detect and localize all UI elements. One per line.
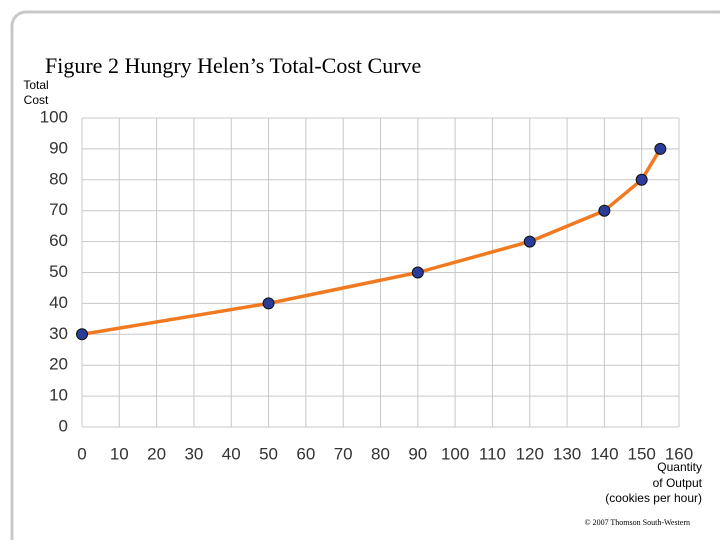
point bbox=[654, 142, 667, 155]
x-tick-label: 110 bbox=[479, 444, 506, 463]
y-tick-label: 0 bbox=[59, 416, 68, 435]
x-tick-label: 50 bbox=[259, 444, 278, 463]
x-tick-label: 60 bbox=[296, 444, 315, 463]
x-tick-label: 120 bbox=[516, 444, 544, 463]
x-tick-label: 150 bbox=[628, 444, 656, 463]
point bbox=[411, 266, 424, 279]
x-axis-label: Quantity bbox=[657, 460, 702, 474]
point bbox=[76, 328, 88, 341]
x-tick-label: 100 bbox=[441, 444, 469, 463]
x-tick-label: 80 bbox=[371, 444, 390, 463]
y-tick-label: 100 bbox=[40, 107, 68, 126]
y-tick-label: 30 bbox=[49, 324, 68, 343]
y-tick-label: 80 bbox=[49, 169, 68, 188]
point bbox=[598, 204, 611, 217]
point bbox=[635, 173, 648, 186]
x-tick-label: 0 bbox=[77, 444, 86, 463]
y-tick-label: 70 bbox=[49, 200, 68, 219]
x-tick-label: 10 bbox=[110, 444, 129, 463]
x-tick-label: 40 bbox=[222, 444, 241, 463]
x-tick-label: 90 bbox=[408, 444, 427, 463]
x-tick-label: 160 bbox=[665, 444, 693, 463]
y-tick-label: 40 bbox=[49, 293, 68, 312]
y-axis-label: Total bbox=[23, 78, 48, 92]
y-tick-label: 90 bbox=[49, 138, 68, 157]
x-axis-label: of Output bbox=[653, 476, 703, 490]
y-tick-label: 10 bbox=[49, 386, 68, 405]
y-tick-label: 60 bbox=[49, 231, 68, 250]
point bbox=[262, 297, 275, 310]
x-tick-label: 130 bbox=[553, 444, 581, 463]
x-tick-label: 140 bbox=[590, 444, 618, 463]
y-tick-label: 20 bbox=[49, 355, 68, 374]
x-axis-label: (cookies per hour) bbox=[605, 491, 702, 505]
footnote: © 2007 Thomson South-Western bbox=[584, 518, 690, 527]
x-tick-label: 30 bbox=[184, 444, 203, 463]
x-tick-label: 70 bbox=[334, 444, 353, 463]
chart-title: Figure 2 Hungry Helen’s Total-Cost Curve bbox=[45, 53, 421, 78]
plot-panel bbox=[33, 90, 697, 483]
point bbox=[523, 235, 536, 248]
x-tick-label: 20 bbox=[147, 444, 166, 463]
y-axis-label: Cost bbox=[24, 93, 49, 107]
y-tick-label: 50 bbox=[49, 262, 68, 281]
